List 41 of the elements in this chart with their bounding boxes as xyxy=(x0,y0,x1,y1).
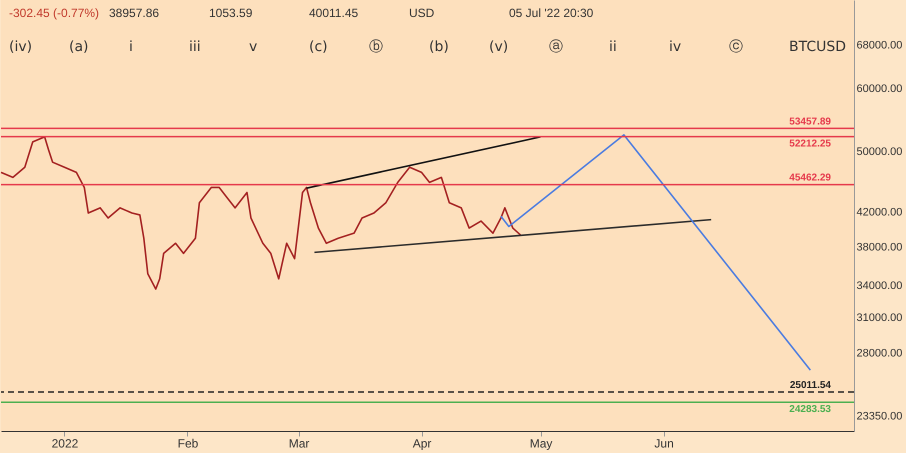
annotation: (b) xyxy=(429,39,449,55)
y-tick-label: 68000.00 xyxy=(856,39,902,52)
ref-line-label: 45462.29 xyxy=(789,172,832,184)
annotation: i xyxy=(129,39,133,55)
x-tick-label: 2022 xyxy=(52,436,79,450)
annotation: iii xyxy=(189,39,201,55)
annotation: (c) xyxy=(309,39,328,55)
y-tick-label: 28000.00 xyxy=(856,347,902,360)
y-tick-label: 60000.00 xyxy=(856,82,902,95)
annotation: ⓑ xyxy=(369,39,383,55)
annotation: USD xyxy=(409,6,435,20)
annotation: 05 Jul '22 20:30 xyxy=(509,6,594,20)
annotation: -302.45 (-0.77%) xyxy=(9,6,100,20)
y-tick-label: 31000.00 xyxy=(856,312,902,324)
y-tick-label: 34000.00 xyxy=(856,280,902,292)
ref-line-label: 53457.89 xyxy=(789,116,832,128)
x-tick-label: Feb xyxy=(178,436,199,450)
ref-line-label: 24283.53 xyxy=(789,404,832,416)
annotation: (iv) xyxy=(9,39,32,55)
annotation: (a) xyxy=(69,39,89,55)
y-tick-label: 38000.00 xyxy=(856,241,902,254)
x-tick-label: May xyxy=(530,436,552,450)
y-tick-label: 23350.00 xyxy=(856,410,902,422)
annotation: (v) xyxy=(489,39,508,55)
y-tick-label: 50000.00 xyxy=(856,146,902,158)
annotation: 40011.45 xyxy=(309,6,358,20)
ref-line-label: 25011.54 xyxy=(790,380,832,391)
x-tick-label: Apr xyxy=(412,436,432,450)
annotation: 38957.86 xyxy=(109,6,160,20)
x-tick-label: Jun xyxy=(654,436,674,450)
annotation: v xyxy=(249,39,258,55)
annotation: ⓐ xyxy=(549,39,563,55)
annotation: iv xyxy=(669,39,682,55)
annotation: ⓒ xyxy=(729,39,743,55)
annotation: ii xyxy=(609,39,617,55)
ref-line-label: 52212.25 xyxy=(789,138,832,150)
annotation: 1053.59 xyxy=(209,6,253,20)
annotation: BTCUSD xyxy=(789,39,846,55)
x-tick-label: Mar xyxy=(288,436,310,450)
y-tick-label: 42000.00 xyxy=(856,206,902,219)
line-series xyxy=(0,136,522,290)
